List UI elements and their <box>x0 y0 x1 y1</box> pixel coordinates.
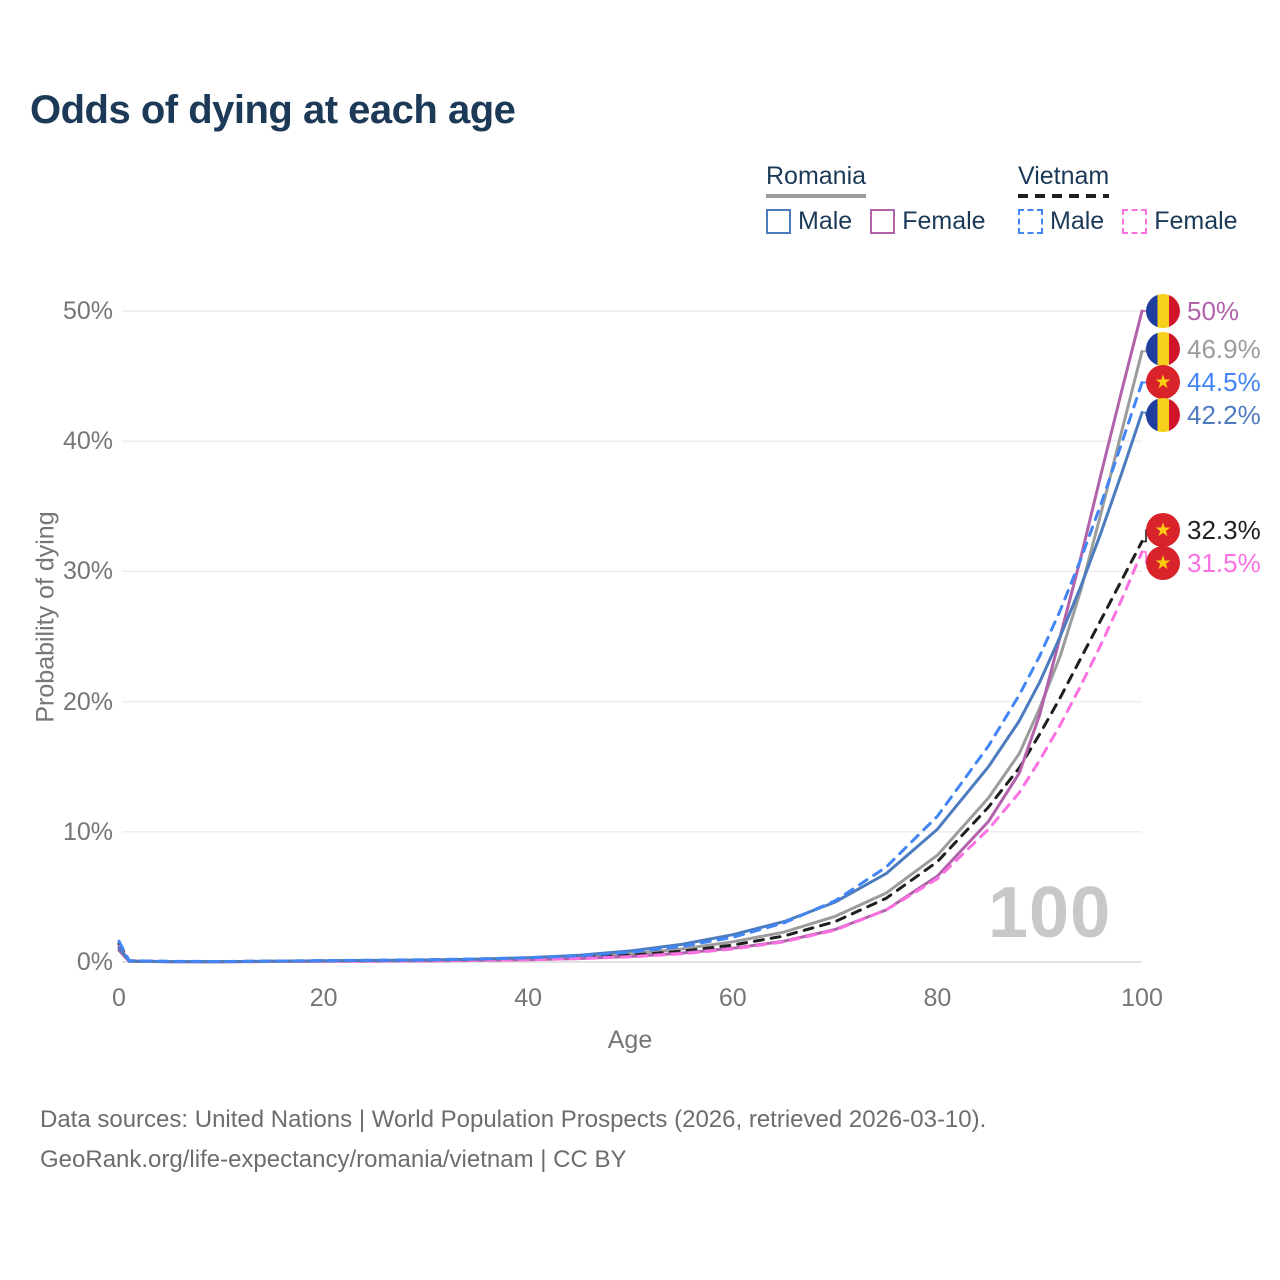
romania-flag-icon <box>1146 332 1180 367</box>
y-tick-label: 40% <box>62 427 113 456</box>
vietnam-flag-icon: ★ <box>1146 513 1180 548</box>
y-tick-label: 10% <box>62 817 113 846</box>
star-icon: ★ <box>1154 371 1172 393</box>
y-tick-label: 0% <box>76 948 113 976</box>
series-line-romania-female[interactable] <box>117 309 1144 964</box>
romania-flag-icon <box>1146 294 1180 328</box>
vietnam-male-swatch-icon <box>1018 209 1043 234</box>
romania-female-swatch-icon <box>870 209 896 234</box>
x-tick-label: 20 <box>309 984 338 1012</box>
x-tick-label: 0 <box>112 984 126 1012</box>
chart-title: Odds of dying at each age <box>30 88 516 132</box>
series-line-vietnam-male[interactable] <box>117 381 1144 963</box>
end-label-romania-female: 50% <box>1146 293 1239 329</box>
romania-total-line-swatch <box>766 194 867 198</box>
romania-flag-icon <box>1146 398 1180 433</box>
end-label-value: 46.9% <box>1187 333 1261 364</box>
x-tick-label: 60 <box>718 984 747 1012</box>
y-tick-label: 50% <box>62 297 113 325</box>
star-icon: ★ <box>1154 552 1172 574</box>
data-sources-text: Data sources: United Nations | World Pop… <box>40 1106 987 1133</box>
legend-item-romania-female[interactable]: Female <box>870 207 986 236</box>
end-label-value: 50% <box>1187 295 1240 326</box>
legend-group-vietnam: Vietnam Male Female <box>1018 162 1256 236</box>
end-label-value: 31.5% <box>1187 547 1261 578</box>
y-tick-label: 20% <box>62 687 113 716</box>
end-label-value: 44.5% <box>1187 366 1261 397</box>
end-label-romania-total: 46.9% <box>1146 331 1261 367</box>
end-label-value: 32.3% <box>1187 514 1261 545</box>
legend-label: Female <box>1154 207 1238 235</box>
vietnam-flag-icon: ★ <box>1146 546 1180 581</box>
star-icon: ★ <box>1154 519 1172 541</box>
legend-label: Male <box>1050 207 1105 235</box>
x-tick-label: 40 <box>514 984 543 1012</box>
end-label-romania-male: 42.2% <box>1146 397 1261 433</box>
legend-header-vietnam: Vietnam <box>1018 162 1110 198</box>
legend-item-romania-male[interactable]: Male <box>766 207 852 236</box>
legend-item-vietnam-male[interactable]: Male <box>1018 207 1104 236</box>
legend-group-romania: Romania Male Female <box>766 162 1004 236</box>
end-label-value: 42.2% <box>1187 399 1261 430</box>
series-line-romania-total[interactable] <box>117 349 1144 964</box>
vietnam-total-line-swatch <box>1018 194 1110 198</box>
x-axis-title: Age <box>607 1026 653 1054</box>
vietnam-flag-icon: ★ <box>1146 365 1180 400</box>
x-tick-label: 80 <box>923 984 952 1012</box>
end-label-vietnam-male: ★ 44.5% <box>1146 364 1261 400</box>
end-label-vietnam-total: ★ 32.3% <box>1146 512 1261 548</box>
hover-age-watermark: 100 <box>988 873 1112 953</box>
legend-label: Female <box>902 207 986 235</box>
legend-header-romania: Romania <box>766 162 867 198</box>
vietnam-female-swatch-icon <box>1122 209 1148 234</box>
romania-male-swatch-icon <box>766 209 791 234</box>
legend-item-vietnam-female[interactable]: Female <box>1122 207 1238 236</box>
y-tick-label: 30% <box>62 557 113 586</box>
x-tick-label: 100 <box>1121 984 1163 1012</box>
end-label-vietnam-female: ★ 31.5% <box>1146 545 1261 581</box>
attribution-link-text[interactable]: GeoRank.org/life-expectancy/romania/viet… <box>40 1146 627 1173</box>
legend-label: Male <box>798 207 853 235</box>
